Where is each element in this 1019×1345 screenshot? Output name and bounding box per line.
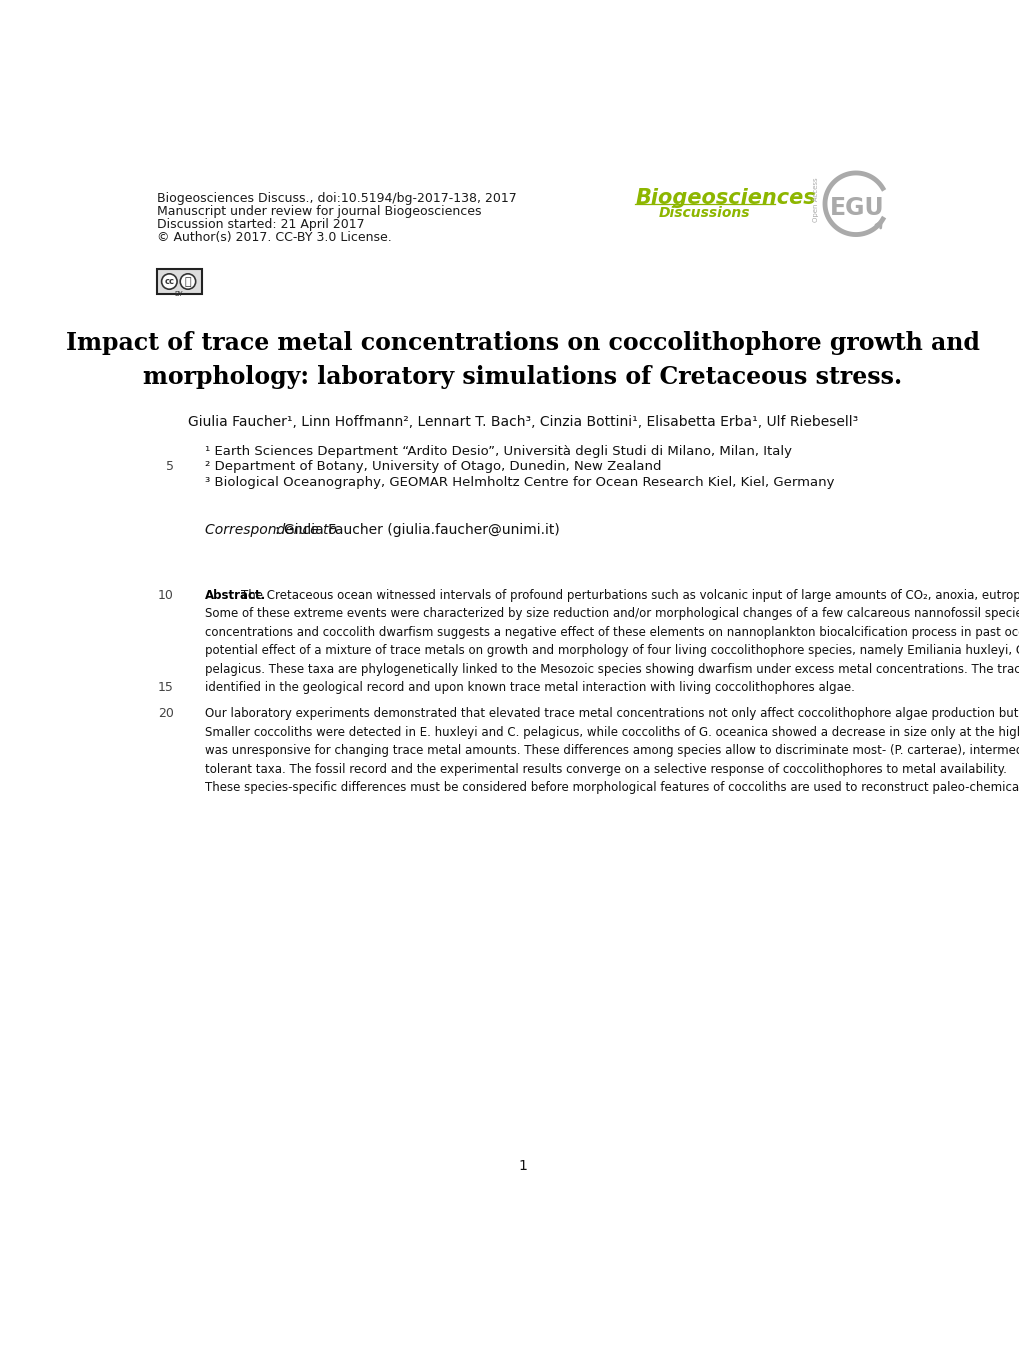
Text: EGU: EGU <box>829 195 884 219</box>
Text: Smaller coccoliths were detected in E. huxleyi and C. pelagicus, while coccolith: Smaller coccoliths were detected in E. h… <box>205 726 1019 738</box>
Text: 20: 20 <box>158 707 174 721</box>
Text: Abstract.: Abstract. <box>205 589 266 601</box>
Text: © Author(s) 2017. CC-BY 3.0 License.: © Author(s) 2017. CC-BY 3.0 License. <box>157 231 391 245</box>
Text: cc: cc <box>164 277 174 286</box>
Text: BY: BY <box>174 291 182 297</box>
Text: 10: 10 <box>158 589 174 601</box>
Text: Our laboratory experiments demonstrated that elevated trace metal concentrations: Our laboratory experiments demonstrated … <box>205 707 1019 721</box>
Text: Correspondence to: Correspondence to <box>205 523 336 537</box>
Text: Biogeosciences: Biogeosciences <box>635 188 815 208</box>
Text: 1: 1 <box>518 1158 527 1173</box>
Text: : Giulia Faucher (giulia.faucher@unimi.it): : Giulia Faucher (giulia.faucher@unimi.i… <box>274 523 559 537</box>
Text: Manuscript under review for journal Biogeosciences: Manuscript under review for journal Biog… <box>157 206 481 218</box>
Text: tolerant taxa. The fossil record and the experimental results converge on a sele: tolerant taxa. The fossil record and the… <box>205 763 1006 776</box>
Text: These species-specific differences must be considered before morphological featu: These species-specific differences must … <box>205 781 1019 795</box>
FancyBboxPatch shape <box>157 269 202 293</box>
Text: The Cretaceous ocean witnessed intervals of profound perturbations such as volca: The Cretaceous ocean witnessed intervals… <box>240 589 1019 601</box>
Text: ⓘ: ⓘ <box>184 277 192 286</box>
Text: Some of these extreme events were characterized by size reduction and/or morphol: Some of these extreme events were charac… <box>205 607 1019 620</box>
Text: Impact of trace metal concentrations on coccolithophore growth and: Impact of trace metal concentrations on … <box>66 331 978 355</box>
Text: ² Department of Botany, University of Otago, Dunedin, New Zealand: ² Department of Botany, University of Ot… <box>205 460 661 473</box>
Text: ³ Biological Oceanography, GEOMAR Helmholtz Centre for Ocean Research Kiel, Kiel: ³ Biological Oceanography, GEOMAR Helmho… <box>205 476 834 488</box>
Text: was unresponsive for changing trace metal amounts. These differences among speci: was unresponsive for changing trace meta… <box>205 744 1019 757</box>
Text: Open Access: Open Access <box>812 178 818 222</box>
Circle shape <box>180 274 196 289</box>
Text: concentrations and coccolith dwarfism suggests a negative effect of these elemen: concentrations and coccolith dwarfism su… <box>205 625 1019 639</box>
Circle shape <box>161 274 177 289</box>
Text: Discussion started: 21 April 2017: Discussion started: 21 April 2017 <box>157 218 364 231</box>
Text: Giulia Faucher¹, Linn Hoffmann², Lennart T. Bach³, Cinzia Bottini¹, Elisabetta E: Giulia Faucher¹, Linn Hoffmann², Lennart… <box>187 416 857 429</box>
Text: Discussions: Discussions <box>657 206 749 221</box>
Text: ¹ Earth Sciences Department “Ardito Desio”, Università degli Studi di Milano, Mi: ¹ Earth Sciences Department “Ardito Desi… <box>205 445 791 457</box>
Text: 15: 15 <box>158 681 174 694</box>
Text: morphology: laboratory simulations of Cretaceous stress.: morphology: laboratory simulations of Cr… <box>143 366 902 390</box>
Text: Biogeosciences Discuss., doi:10.5194/bg-2017-138, 2017: Biogeosciences Discuss., doi:10.5194/bg-… <box>157 192 517 206</box>
Text: potential effect of a mixture of trace metals on growth and morphology of four l: potential effect of a mixture of trace m… <box>205 644 1019 658</box>
Text: identified in the geological record and upon known trace metal interaction with : identified in the geological record and … <box>205 681 854 694</box>
Text: pelagicus. These taxa are phylogenetically linked to the Mesozoic species showin: pelagicus. These taxa are phylogenetical… <box>205 663 1019 675</box>
Text: 5: 5 <box>166 460 174 473</box>
